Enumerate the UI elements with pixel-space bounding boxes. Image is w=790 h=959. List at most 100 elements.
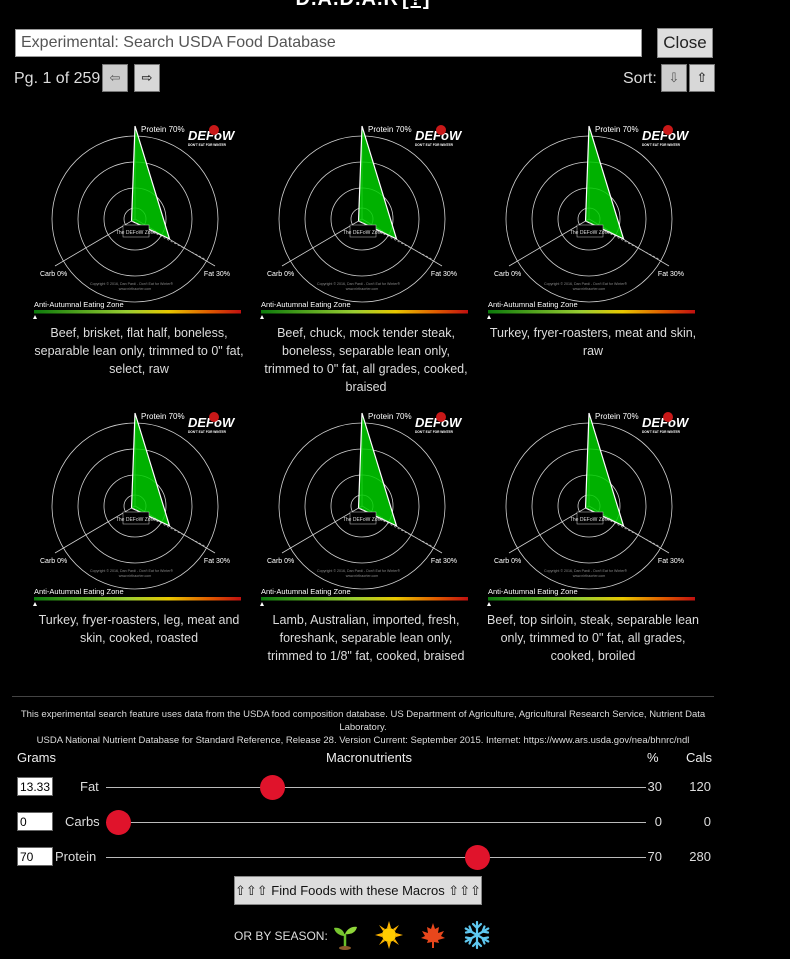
fat-percent: 30 [647, 779, 662, 794]
center-zone-label: The DEFoW Zone [116, 517, 157, 523]
fat-slider-handle[interactable] [259, 775, 285, 800]
food-name[interactable]: Lamb, Australian, imported, fresh, fores… [267, 613, 465, 663]
radar-axis [54, 218, 136, 267]
carbs-slider-handle[interactable] [106, 810, 131, 835]
find-foods-button[interactable]: ⇧⇧⇧ Find Foods with these Macros ⇧⇧⇧ [234, 876, 482, 905]
sort-descending-button[interactable]: ⇩ [661, 64, 687, 92]
center-zone-box [349, 224, 377, 238]
fat-label: Fat 30% [658, 558, 684, 565]
fat-slider-track[interactable] [106, 787, 646, 788]
prev-page-button[interactable]: ⇦ [102, 64, 128, 92]
page-indicator: Pg. 1 of 259 [14, 70, 101, 87]
food-name[interactable]: Beef, chuck, mock tender steak, boneless… [264, 326, 468, 394]
carbs-grams-input[interactable] [17, 812, 53, 831]
logo-subtitle: DON'T EAT FOR WINTER [415, 143, 454, 147]
chart-site: www.nirthaorter.com [573, 287, 606, 291]
macro-radar-chart: The DEFoW Zone Protein 70% Carb 0% Fat 30% C… [33, 412, 241, 606]
logo-mark [663, 412, 673, 422]
center-zone-box [576, 511, 604, 525]
fat-label: Fat 30% [204, 271, 230, 278]
up-arrow-icon: ⇧ [696, 70, 708, 85]
macro-radar-chart: The DEFoW Zone Protein 70% Carb 0% Fat 30% C… [260, 412, 468, 606]
logo-subtitle: DON'T EAT FOR WINTER [642, 143, 681, 147]
sun-icon[interactable] [374, 920, 404, 950]
protein-grams-input[interactable] [17, 847, 53, 866]
fat-label: Fat 30% [431, 558, 457, 565]
food-result-card[interactable]: The DEFoW Zone Protein 70% Carb 0% Fat 30% C… [480, 402, 706, 665]
logo-mark [209, 125, 219, 135]
maple-leaf-icon[interactable] [418, 920, 448, 950]
sprout-icon[interactable] [330, 920, 360, 950]
search-input[interactable] [15, 29, 642, 57]
zone-label: Anti-Autumnal Eating Zone [488, 300, 578, 309]
sort-ascending-button[interactable]: ⇧ [689, 64, 715, 92]
macro-radar-chart: The DEFoW Zone Protein 70% Carb 0% Fat 30% C… [33, 125, 241, 319]
macronutrients-header: Macronutrients [326, 750, 412, 765]
chart-site: www.nirthaorter.com [119, 287, 152, 291]
macro-radar-chart: The DEFoW Zone Protein 70% Carb 0% Fat 30% C… [260, 125, 468, 319]
zone-gradient-bar [34, 597, 241, 601]
zone-label: Anti-Autumnal Eating Zone [261, 300, 351, 309]
close-button[interactable]: Close [657, 28, 713, 58]
usda-credit: This experimental search feature uses da… [20, 709, 706, 746]
macro-polygon [584, 412, 625, 528]
protein-slider-track[interactable] [106, 857, 646, 858]
zone-label: Anti-Autumnal Eating Zone [488, 587, 578, 596]
macro-polygon [584, 125, 625, 241]
carbs-percent: 0 [654, 814, 662, 829]
food-result-card[interactable]: The DEFoW Zone Protein 70% Carb 0% Fat 30% C… [480, 115, 706, 360]
radar-axis [281, 218, 363, 267]
zone-marker [487, 315, 491, 319]
season-label: OR BY SEASON: [234, 929, 328, 943]
logo-subtitle: DON'T EAT FOR WINTER [188, 143, 227, 147]
center-zone-label: The DEFoW Zone [343, 230, 384, 236]
protein-label: Protein 70% [141, 412, 185, 421]
snowflake-icon[interactable] [462, 920, 492, 950]
food-name[interactable]: Turkey, fryer-roasters, meat and skin, r… [489, 326, 697, 358]
help-link[interactable]: [?] [402, 0, 431, 10]
protein-label: Protein 70% [595, 125, 639, 134]
chart-copyright: Copyright © 2016, Dan Pardi - Don't Eat … [90, 569, 173, 573]
carb-label: Carb 0% [40, 271, 67, 278]
zone-gradient-bar [488, 597, 695, 601]
food-result-card[interactable]: The DEFoW Zone Protein 70% Carb 0% Fat 30% C… [253, 402, 479, 665]
fat-label: Fat [80, 779, 99, 794]
protein-label: Protein 70% [595, 412, 639, 421]
macro-polygon [357, 125, 398, 241]
center-zone-box [349, 511, 377, 525]
zone-gradient-bar [261, 310, 468, 314]
macro-polygon [130, 125, 171, 241]
protein-slider-handle[interactable] [465, 845, 491, 870]
protein-cals: 280 [689, 849, 711, 864]
carb-label: Carb 0% [267, 558, 294, 565]
macro-radar-chart: The DEFoW Zone Protein 70% Carb 0% Fat 30% C… [487, 125, 695, 319]
carb-label: Carb 0% [40, 558, 67, 565]
zone-gradient-bar [34, 310, 241, 314]
macro-radar-chart: The DEFoW Zone Protein 70% Carb 0% Fat 30% C… [487, 412, 695, 606]
center-zone-label: The DEFoW Zone [570, 517, 611, 523]
food-result-card[interactable]: The DEFoW Zone Protein 70% Carb 0% Fat 30% C… [26, 402, 252, 647]
percent-header: % [647, 750, 659, 765]
food-name[interactable]: Turkey, fryer-roasters, leg, meat and sk… [38, 613, 240, 645]
food-result-card[interactable]: The DEFoW Zone Protein 70% Carb 0% Fat 30% C… [253, 115, 479, 396]
food-name[interactable]: Beef, brisket, flat half, boneless, sepa… [34, 326, 244, 376]
food-result-card[interactable]: The DEFoW Zone Protein 70% Carb 0% Fat 30% C… [26, 115, 252, 378]
carbs-slider-track[interactable] [106, 822, 646, 823]
zone-label: Anti-Autumnal Eating Zone [34, 587, 124, 596]
radar-axis [508, 218, 590, 267]
defow-logo: DEFoW [188, 128, 236, 143]
zone-marker [33, 602, 37, 606]
fat-grams-input[interactable] [17, 777, 53, 796]
center-zone-box [122, 511, 150, 525]
zone-marker [260, 315, 264, 319]
chart-site: www.nirthaorter.com [346, 574, 379, 578]
food-name[interactable]: Beef, top sirloin, steak, separable lean… [487, 613, 699, 663]
zone-marker [260, 602, 264, 606]
divider [12, 696, 714, 697]
fat-label: Fat 30% [431, 271, 457, 278]
zone-marker [33, 315, 37, 319]
left-arrow-icon: ⇦ [109, 70, 121, 85]
logo-mark [436, 412, 446, 422]
next-page-button[interactable]: ⇨ [134, 64, 160, 92]
carb-label: Carb 0% [494, 271, 521, 278]
